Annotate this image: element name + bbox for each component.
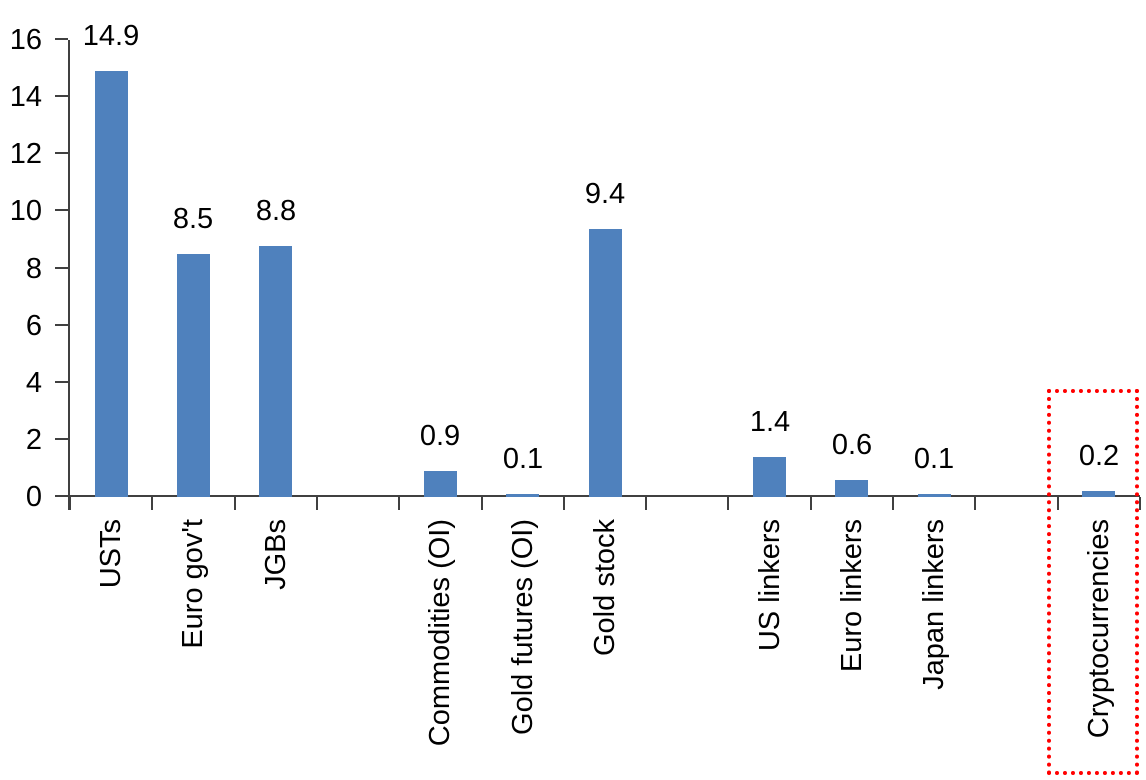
category-label: US linkers (754, 519, 786, 652)
y-tick (55, 380, 68, 383)
highlight-box (1047, 389, 1139, 775)
x-tick (398, 497, 401, 510)
y-tick (55, 495, 68, 497)
y-tick (55, 38, 68, 40)
y-tick-label: 4 (25, 366, 42, 399)
bar-value-label: 8.5 (172, 203, 214, 235)
bar (506, 494, 539, 497)
bar (259, 246, 292, 497)
y-axis (68, 40, 70, 510)
bar (918, 494, 951, 497)
x-tick (809, 497, 812, 510)
x-tick (151, 497, 154, 510)
bar (177, 254, 210, 497)
y-tick-label: 0 (25, 481, 42, 513)
bar-value-label: 0.2 (1078, 440, 1120, 472)
y-tick (55, 266, 68, 269)
category-label: JGBs (260, 519, 292, 590)
x-tick (562, 497, 565, 510)
x-tick (1139, 497, 1141, 510)
category-label: Gold stock (589, 519, 621, 656)
bar (835, 480, 868, 497)
bar-value-label: 1.4 (749, 406, 791, 438)
bar (589, 229, 622, 497)
bar-value-label: 0.1 (502, 443, 544, 475)
category-label: Euro linkers (836, 519, 868, 673)
bar-value-label: 14.9 (82, 20, 140, 52)
x-tick (974, 497, 977, 510)
x-tick (645, 497, 648, 510)
y-tick-label: 2 (25, 423, 42, 456)
y-tick-label: 16 (9, 24, 42, 56)
x-tick (233, 497, 236, 510)
bar (1082, 491, 1115, 497)
y-tick (55, 437, 68, 440)
bar-value-label: 0.9 (419, 420, 461, 452)
category-label: Commodities (OI) (424, 519, 456, 747)
y-tick-label: 8 (25, 252, 42, 285)
x-tick (69, 497, 71, 510)
category-label: USTs (95, 519, 127, 589)
category-label: Japan linkers (918, 519, 950, 690)
x-tick (892, 497, 895, 510)
y-tick-label: 14 (9, 81, 42, 114)
category-label: Gold futures (OI) (507, 519, 539, 735)
bar-value-label: 0.1 (913, 443, 955, 475)
y-tick (55, 152, 68, 155)
bar (95, 71, 128, 497)
x-tick (315, 497, 318, 510)
x-tick (1056, 497, 1059, 510)
bar (753, 457, 786, 497)
y-tick-label: 6 (25, 309, 42, 342)
y-tick-label: 10 (9, 195, 42, 228)
y-tick (55, 323, 68, 326)
category-label: Euro gov't (177, 519, 209, 649)
bar-value-label: 9.4 (584, 178, 626, 210)
bar-value-label: 8.8 (255, 195, 297, 227)
bar-value-label: 0.6 (831, 429, 873, 461)
x-tick (480, 497, 483, 510)
y-tick (55, 209, 68, 212)
y-tick (55, 95, 68, 98)
y-tick-label: 12 (9, 138, 42, 171)
x-tick (727, 497, 730, 510)
bar (424, 471, 457, 497)
